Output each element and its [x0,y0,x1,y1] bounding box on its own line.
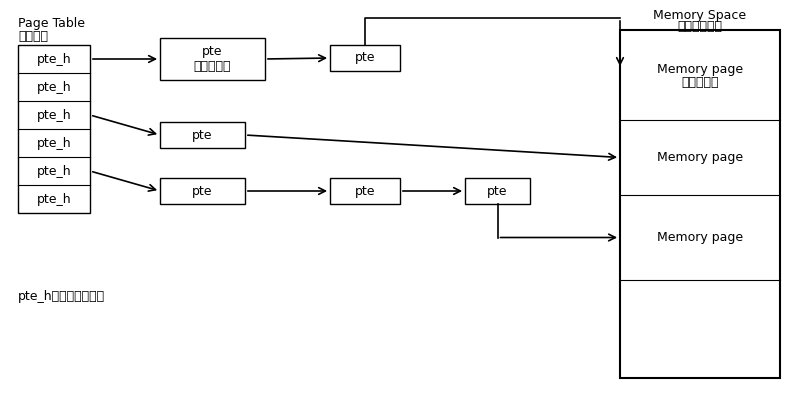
Bar [160,122,245,148]
Bar [620,30,780,378]
Text: Memory page: Memory page [657,151,743,164]
Bar [465,178,530,204]
Text: （内存空间）: （内存空间） [678,20,722,33]
Text: pte_h: pte_h [37,109,71,122]
Text: pte: pte [354,51,375,64]
Text: pte_h: pte_h [37,80,71,93]
Text: pte_h: pte_h [37,137,71,149]
Bar [330,178,400,204]
Text: pte: pte [202,46,222,58]
Text: pte_h: pte_h [37,53,71,66]
Text: Page Table: Page Table [18,16,85,29]
Text: Memory page: Memory page [657,62,743,75]
Text: pte: pte [354,184,375,197]
Text: pte: pte [192,184,213,197]
Text: Memory Space: Memory Space [654,9,746,22]
Bar [330,45,400,71]
Text: （页表项）: （页表项） [194,60,231,73]
Text: （内存页）: （内存页） [682,75,718,89]
Bar [160,38,265,80]
Bar [160,178,245,204]
Text: pte_h: pte_h [37,193,71,206]
Text: pte_h: pte_h [37,164,71,177]
Text: pte: pte [192,129,213,142]
Text: pte_h：页表项头指针: pte_h：页表项头指针 [18,290,105,303]
Text: Memory page: Memory page [657,231,743,244]
Text: pte: pte [487,184,508,197]
Text: （页表）: （页表） [18,29,48,42]
Bar [18,45,90,213]
